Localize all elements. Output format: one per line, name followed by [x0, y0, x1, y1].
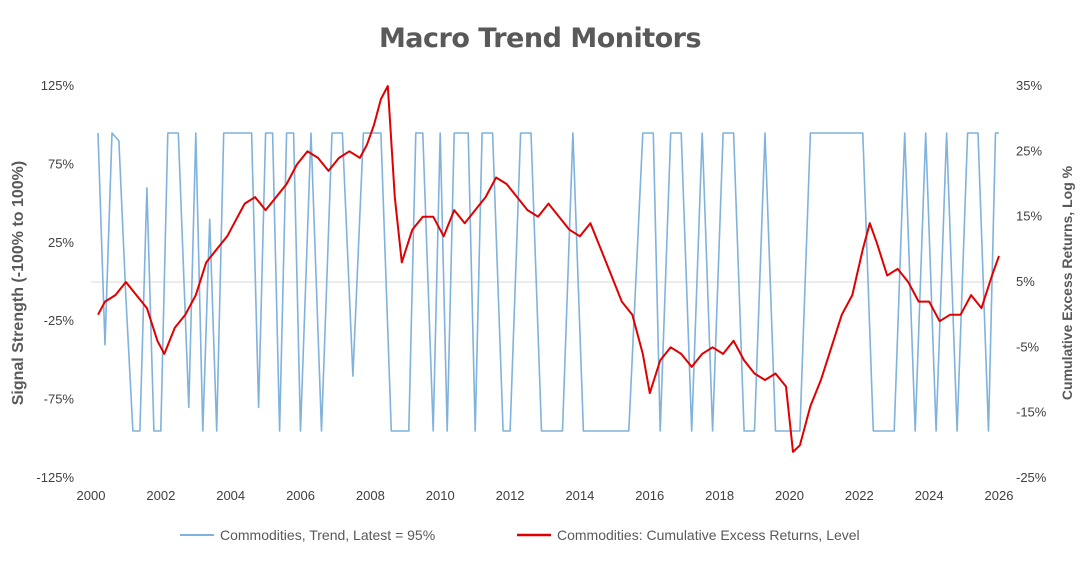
left-tick-label: -25%	[44, 313, 75, 328]
x-tick-label: 2006	[286, 488, 315, 503]
chart-title: Macro Trend Monitors	[379, 23, 701, 54]
x-axis-ticks: 2000 2002 2004 2006 2008 2010 2012 2014 2016 2018…	[77, 488, 1014, 503]
right-tick-label: 25%	[1016, 143, 1042, 158]
right-tick-label: 15%	[1016, 209, 1042, 224]
right-axis-ticks: 35% 25% 15% 5% -5% -15% -25%	[1016, 78, 1047, 485]
x-tick-label: 2026	[985, 488, 1014, 503]
legend-label-returns: Commodities: Cumulative Excess Returns, …	[557, 527, 860, 543]
x-tick-label: 2020	[775, 488, 804, 503]
right-tick-label: 35%	[1016, 78, 1042, 93]
x-tick-label: 2008	[356, 488, 385, 503]
left-tick-label: -75%	[44, 392, 75, 407]
left-tick-label: 75%	[48, 156, 74, 171]
x-tick-label: 2000	[77, 488, 106, 503]
left-tick-label: 25%	[48, 235, 74, 250]
right-tick-label: 5%	[1016, 274, 1035, 289]
left-axis-title: Signal Strength (-100% to 100%)	[10, 161, 27, 406]
right-tick-label: -15%	[1016, 405, 1047, 420]
trend-signal-line	[97, 132, 999, 432]
left-axis-ticks: 125% 75% 25% -25% -75% -125%	[36, 78, 74, 485]
x-tick-label: 2004	[216, 488, 245, 503]
x-tick-label: 2024	[915, 488, 944, 503]
x-tick-label: 2016	[635, 488, 664, 503]
right-tick-label: -25%	[1016, 470, 1047, 485]
x-tick-label: 2018	[705, 488, 734, 503]
series-lines	[97, 85, 1000, 453]
x-tick-label: 2010	[426, 488, 455, 503]
x-tick-label: 2014	[565, 488, 594, 503]
right-tick-label: -5%	[1016, 339, 1040, 354]
x-tick-label: 2022	[845, 488, 874, 503]
cumulative-returns-line	[97, 85, 1000, 453]
x-tick-label: 2002	[146, 488, 175, 503]
left-tick-label: -125%	[36, 470, 74, 485]
legend: Commodities, Trend, Latest = 95% Commodi…	[180, 527, 860, 543]
left-tick-label: 125%	[41, 78, 75, 93]
legend-label-trend: Commodities, Trend, Latest = 95%	[220, 527, 435, 543]
x-tick-label: 2012	[496, 488, 525, 503]
right-axis-title: Cumulative Excess Returns, Log %	[1059, 165, 1075, 400]
